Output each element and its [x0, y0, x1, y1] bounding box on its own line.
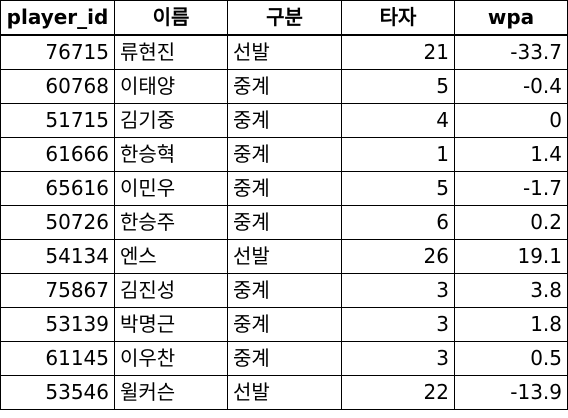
cell-name[interactable]: 이우찬 — [114, 341, 228, 376]
column-header-type[interactable]: 구분 — [227, 0, 342, 36]
cell-wpa[interactable]: 19.1 — [454, 239, 568, 274]
header-row: player_id 이름 구분 타자 wpa — [0, 0, 568, 36]
cell-player-id[interactable]: 60768 — [0, 69, 115, 104]
cell-wpa[interactable]: -13.9 — [454, 375, 568, 410]
column-header-batters[interactable]: 타자 — [341, 0, 455, 36]
cell-batters[interactable]: 5 — [341, 171, 455, 206]
cell-batters[interactable]: 3 — [341, 341, 455, 376]
cell-type[interactable]: 중계 — [227, 171, 342, 206]
cell-type[interactable]: 중계 — [227, 307, 342, 342]
cell-type[interactable]: 중계 — [227, 103, 342, 138]
cell-wpa[interactable]: 1.8 — [454, 307, 568, 342]
cell-name[interactable]: 윌커슨 — [114, 375, 228, 410]
cell-player-id[interactable]: 53139 — [0, 307, 115, 342]
table-row: 51715 김기중 중계 4 0 — [0, 103, 568, 138]
table-row: 75867 김진성 중계 3 3.8 — [0, 273, 568, 308]
cell-batters[interactable]: 6 — [341, 205, 455, 240]
cell-wpa[interactable]: 0.2 — [454, 205, 568, 240]
table-row: 61145 이우찬 중계 3 0.5 — [0, 341, 568, 376]
cell-wpa[interactable]: 0.5 — [454, 341, 568, 376]
cell-batters[interactable]: 22 — [341, 375, 455, 410]
cell-player-id[interactable]: 50726 — [0, 205, 115, 240]
cell-name[interactable]: 한승주 — [114, 205, 228, 240]
cell-name[interactable]: 류현진 — [114, 34, 228, 70]
cell-wpa[interactable]: -1.7 — [454, 171, 568, 206]
cell-type[interactable]: 선발 — [227, 375, 342, 410]
cell-name[interactable]: 김기중 — [114, 103, 228, 138]
cell-name[interactable]: 이민우 — [114, 171, 228, 206]
cell-type[interactable]: 중계 — [227, 341, 342, 376]
table-row: 76715 류현진 선발 21 -33.7 — [0, 34, 568, 70]
cell-batters[interactable]: 21 — [341, 34, 455, 70]
cell-batters[interactable]: 4 — [341, 103, 455, 138]
cell-type[interactable]: 선발 — [227, 239, 342, 274]
cell-player-id[interactable]: 75867 — [0, 273, 115, 308]
cell-type[interactable]: 중계 — [227, 205, 342, 240]
cell-player-id[interactable]: 53546 — [0, 375, 115, 410]
table-row: 50726 한승주 중계 6 0.2 — [0, 205, 568, 240]
column-header-wpa[interactable]: wpa — [454, 0, 568, 36]
table-row: 65616 이민우 중계 5 -1.7 — [0, 171, 568, 206]
cell-player-id[interactable]: 61145 — [0, 341, 115, 376]
cell-name[interactable]: 한승혁 — [114, 137, 228, 172]
cell-type[interactable]: 선발 — [227, 34, 342, 70]
table-row: 53139 박명근 중계 3 1.8 — [0, 307, 568, 342]
cell-wpa[interactable]: -33.7 — [454, 34, 568, 70]
cell-batters[interactable]: 3 — [341, 307, 455, 342]
cell-player-id[interactable]: 61666 — [0, 137, 115, 172]
cell-type[interactable]: 중계 — [227, 137, 342, 172]
cell-batters[interactable]: 26 — [341, 239, 455, 274]
cell-player-id[interactable]: 51715 — [0, 103, 115, 138]
cell-batters[interactable]: 5 — [341, 69, 455, 104]
cell-player-id[interactable]: 76715 — [0, 34, 115, 70]
cell-player-id[interactable]: 65616 — [0, 171, 115, 206]
cell-wpa[interactable]: 3.8 — [454, 273, 568, 308]
table-row: 61666 한승혁 중계 1 1.4 — [0, 137, 568, 172]
cell-name[interactable]: 엔스 — [114, 239, 228, 274]
cell-batters[interactable]: 1 — [341, 137, 455, 172]
table-row: 60768 이태양 중계 5 -0.4 — [0, 69, 568, 104]
cell-wpa[interactable]: -0.4 — [454, 69, 568, 104]
cell-type[interactable]: 중계 — [227, 69, 342, 104]
cell-wpa[interactable]: 0 — [454, 103, 568, 138]
column-header-player-id[interactable]: player_id — [0, 0, 115, 36]
cell-name[interactable]: 이태양 — [114, 69, 228, 104]
cell-wpa[interactable]: 1.4 — [454, 137, 568, 172]
cell-batters[interactable]: 3 — [341, 273, 455, 308]
cell-type[interactable]: 중계 — [227, 273, 342, 308]
cell-player-id[interactable]: 54134 — [0, 239, 115, 274]
cell-name[interactable]: 박명근 — [114, 307, 228, 342]
cell-name[interactable]: 김진성 — [114, 273, 228, 308]
column-header-name[interactable]: 이름 — [114, 0, 228, 36]
table-row: 53546 윌커슨 선발 22 -13.9 — [0, 375, 568, 410]
table-row: 54134 엔스 선발 26 19.1 — [0, 239, 568, 274]
